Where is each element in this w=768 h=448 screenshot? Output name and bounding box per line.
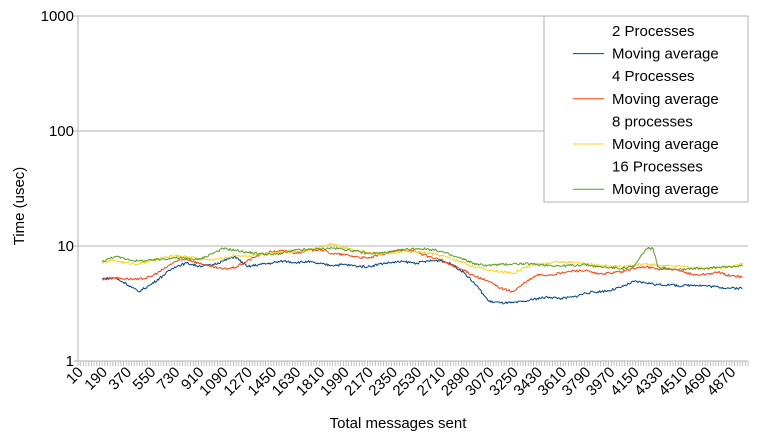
legend-box <box>543 15 749 203</box>
legend-entry: Moving average <box>612 91 719 108</box>
y-axis: 1 10 100 1000 <box>41 8 78 370</box>
legend-entry: Moving average <box>612 136 719 153</box>
legend-entry: Moving average <box>612 181 719 198</box>
y-tick-label: 100 <box>49 123 74 140</box>
y-tick-label: 10 <box>57 238 74 255</box>
series-line-moving-average-7 <box>101 246 743 271</box>
y-tick-label: 1000 <box>41 8 74 25</box>
legend-entry: 4 Processes <box>612 68 695 85</box>
legend-entry: 8 processes <box>612 113 693 130</box>
series-line-moving-average-5 <box>101 242 744 275</box>
legend: 2 Processes Moving average 4 Processes Movi… <box>543 15 749 203</box>
legend-entry: Moving average <box>612 46 719 63</box>
series-line-moving-average-3 <box>102 248 743 293</box>
x-minor-ticks <box>77 361 749 366</box>
legend-entry: 16 Processes <box>612 159 703 176</box>
legend-entry: 2 Processes <box>612 23 695 40</box>
y-tick-label: 1 <box>66 353 74 370</box>
series-line-moving-average-1 <box>102 256 743 305</box>
x-axis-label: Total messages sent <box>330 415 468 432</box>
series-layer <box>101 242 744 305</box>
y-axis-label: Time (usec) <box>11 167 28 246</box>
